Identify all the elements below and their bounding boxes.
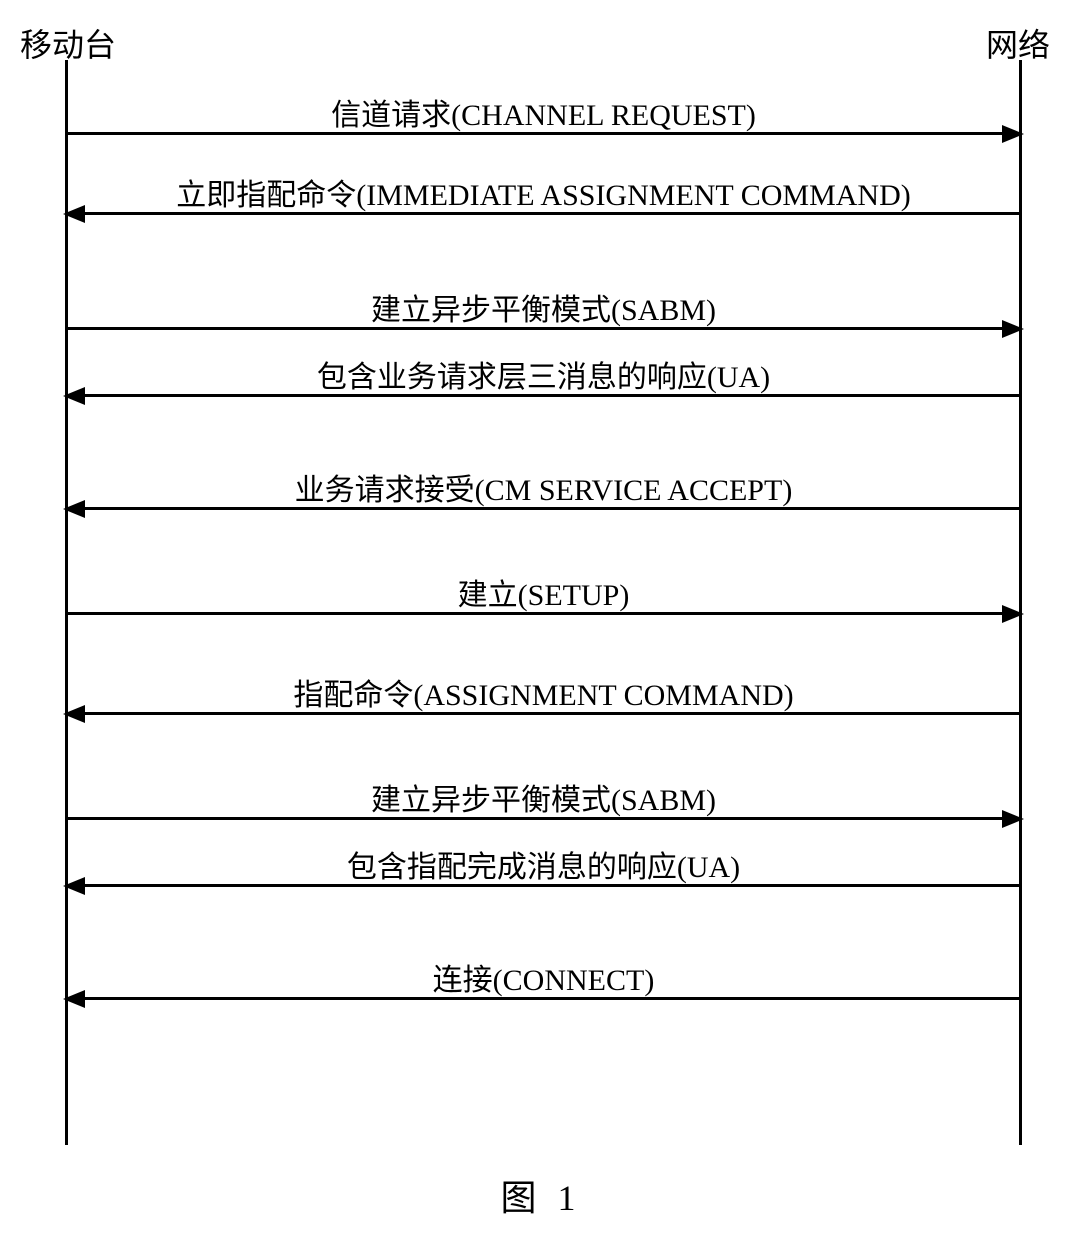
- message-label: 连接(CONNECT): [65, 955, 1022, 999]
- actor-right-label: 网络: [986, 20, 1050, 66]
- arrow-right-icon: [1002, 810, 1024, 828]
- message-label: 信道请求(CHANNEL REQUEST): [65, 90, 1022, 134]
- message-label: 指配命令(ASSIGNMENT COMMAND): [65, 670, 1022, 714]
- arrow-line: [65, 212, 1022, 215]
- figure-label: 图 1: [0, 1169, 1082, 1221]
- arrow-left-icon: [63, 705, 85, 723]
- arrow-left-icon: [63, 500, 85, 518]
- arrow-line: [65, 132, 1022, 135]
- arrow-line: [65, 817, 1022, 820]
- arrow-line: [65, 884, 1022, 887]
- message-label: 建立异步平衡模式(SABM): [65, 285, 1022, 329]
- arrow-line: [65, 612, 1022, 615]
- message-label: 建立异步平衡模式(SABM): [65, 775, 1022, 819]
- message-label: 建立(SETUP): [65, 570, 1022, 614]
- message-label: 包含业务请求层三消息的响应(UA): [65, 352, 1022, 396]
- arrow-left-icon: [63, 387, 85, 405]
- sequence-diagram: 移动台 网络 信道请求(CHANNEL REQUEST) 立即指配命令(IMMED…: [20, 20, 1050, 1150]
- message-label: 立即指配命令(IMMEDIATE ASSIGNMENT COMMAND): [65, 170, 1022, 214]
- arrow-left-icon: [63, 205, 85, 223]
- arrow-line: [65, 327, 1022, 330]
- arrow-right-icon: [1002, 125, 1024, 143]
- arrow-line: [65, 712, 1022, 715]
- arrow-left-icon: [63, 877, 85, 895]
- message-label: 业务请求接受(CM SERVICE ACCEPT): [65, 465, 1022, 509]
- message-label: 包含指配完成消息的响应(UA): [65, 842, 1022, 886]
- arrow-line: [65, 394, 1022, 397]
- arrow-left-icon: [63, 990, 85, 1008]
- arrow-line: [65, 997, 1022, 1000]
- arrow-line: [65, 507, 1022, 510]
- arrow-right-icon: [1002, 605, 1024, 623]
- actor-left-label: 移动台: [20, 20, 116, 66]
- arrow-right-icon: [1002, 320, 1024, 338]
